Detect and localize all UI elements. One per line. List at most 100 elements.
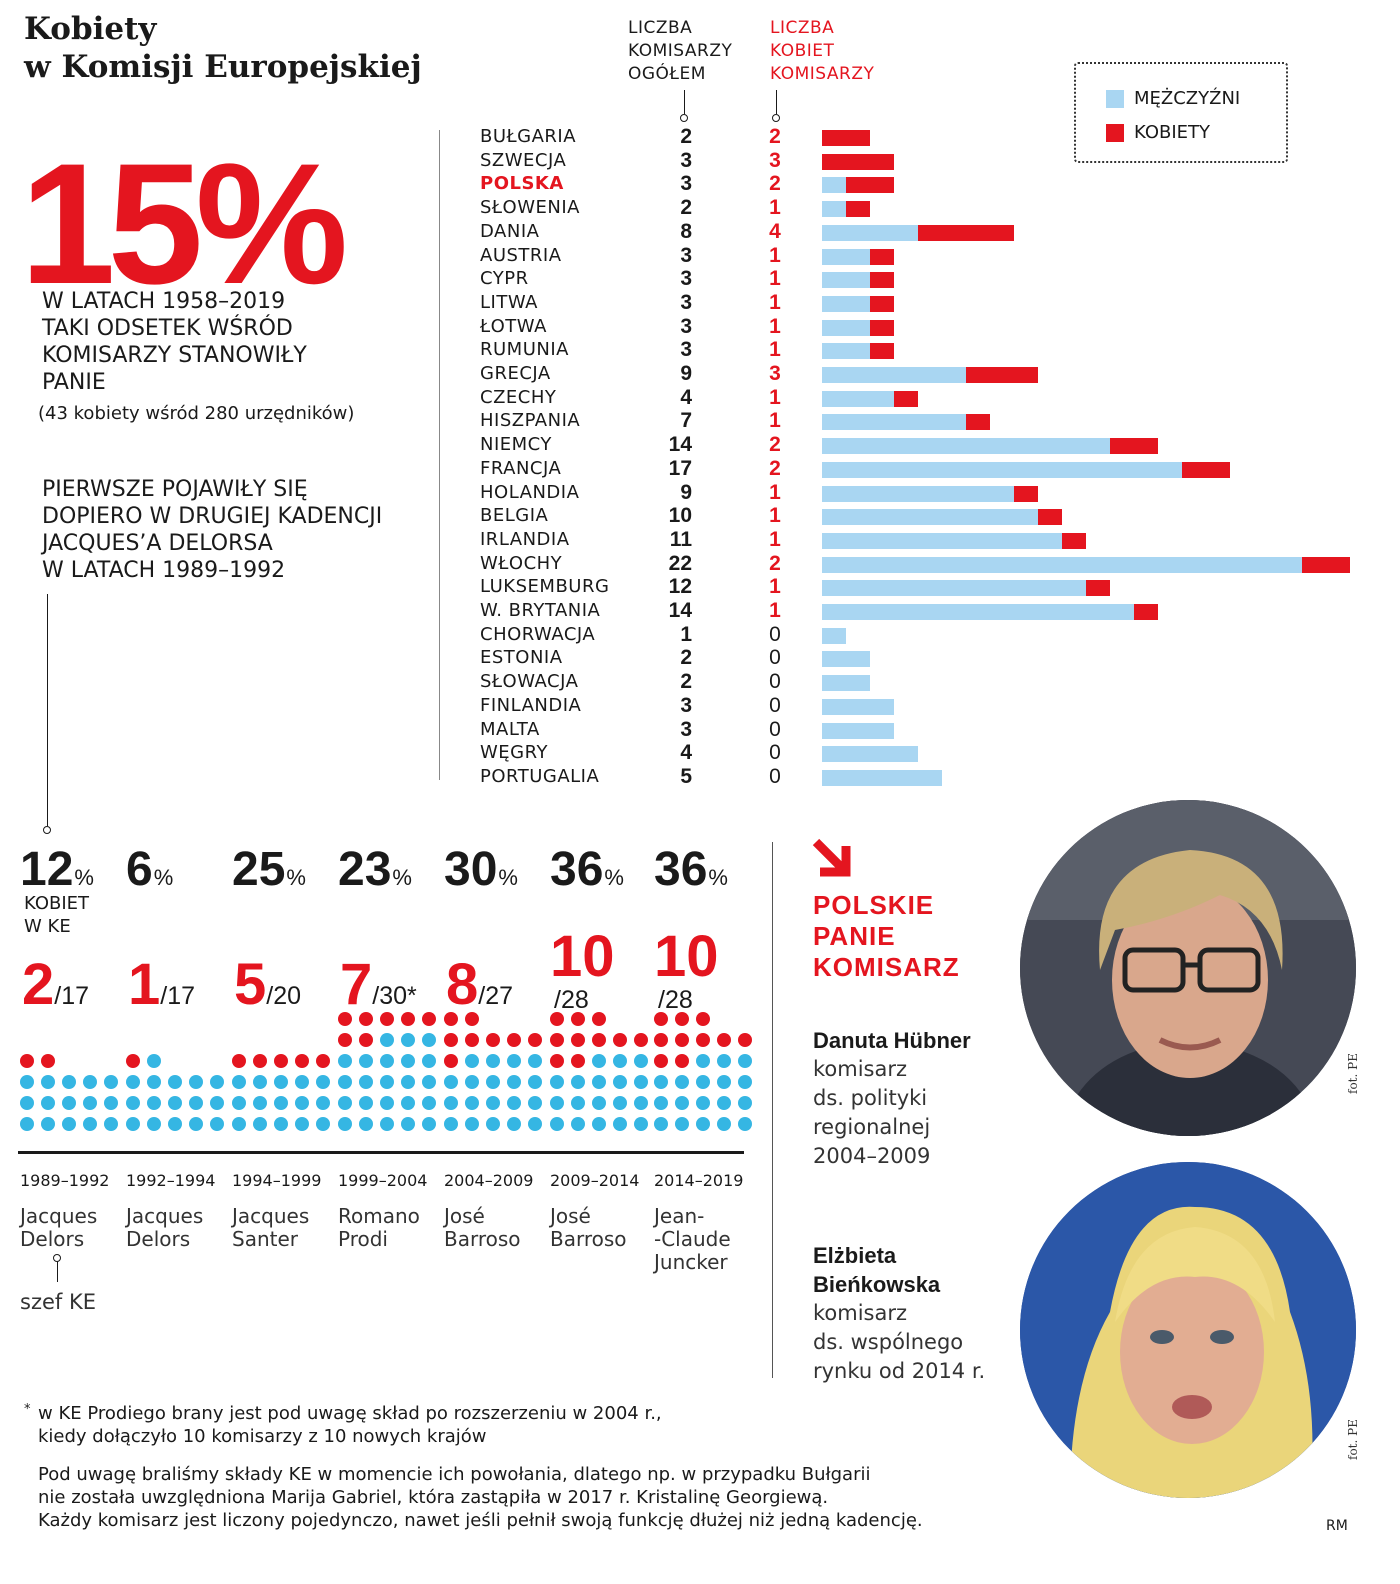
country-label: LUKSEMBURG: [480, 576, 610, 598]
bar-women: [1038, 509, 1062, 526]
bar-women: [870, 343, 894, 360]
dot-woman: [592, 1012, 606, 1026]
dot-man: [571, 1075, 585, 1089]
author: RM: [1326, 1518, 1348, 1534]
total-count: 3: [680, 338, 692, 362]
women-count: 1: [769, 338, 781, 362]
dot-man: [189, 1117, 203, 1131]
term-percent-value: 25: [232, 843, 286, 896]
term-president: Jacques Santer: [232, 1205, 309, 1251]
dot-man: [422, 1033, 436, 1047]
dot-man: [528, 1075, 542, 1089]
dot-man: [717, 1117, 731, 1131]
bar-men: [822, 272, 870, 289]
bar-men: [822, 769, 942, 786]
bar-men: [822, 746, 918, 763]
dot-man: [444, 1096, 458, 1110]
bar-men: [822, 438, 1110, 455]
term-percent: 30%: [444, 842, 518, 906]
legend-men-swatch: [1106, 90, 1124, 108]
dot-man: [486, 1054, 500, 1068]
term-percent: 6%: [126, 842, 173, 906]
term-women-count: 5: [234, 952, 267, 1017]
chief-pointer-dot: [53, 1254, 61, 1262]
term-total-count: /17: [160, 982, 196, 1010]
country-label: FRANCJA: [480, 457, 562, 479]
bar-men: [822, 414, 966, 431]
dot-woman: [422, 1012, 436, 1026]
dot-man: [571, 1117, 585, 1131]
term-percent-value: 36: [550, 843, 604, 896]
term-percent-value: 36: [654, 843, 708, 896]
total-count: 2: [680, 125, 692, 148]
dot-man: [696, 1117, 710, 1131]
big-stat: 15%: [20, 128, 348, 320]
dot-man: [675, 1117, 689, 1131]
col-head-women-pointer: [776, 90, 777, 114]
dot-man: [20, 1096, 34, 1110]
bar-women: [822, 153, 894, 170]
country-label: HISZPANIA: [480, 410, 581, 432]
term-percent-value: 12: [20, 843, 74, 896]
total-count: 3: [680, 314, 692, 338]
term-percent: 25%: [232, 842, 306, 906]
term-total-count: /30*: [372, 982, 417, 1010]
country-label: ŁOTWA: [480, 315, 547, 337]
women-count: 1: [769, 267, 781, 291]
dot-man: [20, 1117, 34, 1131]
term-president-line: Jacques: [126, 1204, 204, 1228]
dot-woman: [550, 1033, 564, 1047]
col-head-total: LICZBA KOMISARZY OGÓŁEM: [628, 18, 733, 84]
term-percent: 23%: [338, 842, 412, 906]
dot-man: [465, 1054, 479, 1068]
col-head-women-dot: [772, 114, 780, 122]
dot-woman: [654, 1054, 668, 1068]
dot-woman: [738, 1033, 752, 1047]
dot-woman: [675, 1012, 689, 1026]
dot-woman: [41, 1054, 55, 1068]
dot-man: [380, 1054, 394, 1068]
term-total-count: /28: [658, 986, 693, 1014]
dot-man: [62, 1075, 76, 1089]
dot-man: [486, 1117, 500, 1131]
dot-man: [338, 1075, 352, 1089]
dot-woman: [465, 1033, 479, 1047]
dot-man: [465, 1075, 479, 1089]
bar-men: [822, 532, 1062, 549]
dot-woman: [634, 1033, 648, 1047]
term-percent: 36%: [550, 842, 624, 906]
dot-man: [654, 1096, 668, 1110]
total-count: 7: [680, 409, 692, 433]
photo-credit-1: fot. PE: [1346, 1053, 1360, 1094]
dot-woman: [465, 1012, 479, 1026]
dot-man: [41, 1117, 55, 1131]
dot-man: [210, 1075, 224, 1089]
term-total-count: /17: [54, 982, 90, 1010]
total-count: 22: [668, 551, 692, 575]
dot-woman: [359, 1033, 373, 1047]
dot-man: [295, 1117, 309, 1131]
term-president: José Barroso: [550, 1205, 627, 1251]
country-label: WĘGRY: [480, 742, 548, 764]
dot-woman: [274, 1054, 288, 1068]
legend: MĘŻCZYŹNI KOBIETY: [1074, 62, 1288, 163]
dot-woman: [338, 1012, 352, 1026]
bar-men: [822, 604, 1134, 620]
portrait-bienkowska-image: [1020, 1162, 1356, 1498]
dot-woman: [359, 1012, 373, 1026]
connector-dot: [43, 826, 51, 834]
dot-man: [338, 1117, 352, 1131]
term-percent-unit: %: [392, 865, 412, 890]
bar-women: [870, 248, 894, 265]
term-percent: 36%: [654, 842, 728, 906]
dot-man: [550, 1117, 564, 1131]
dot-man: [465, 1096, 479, 1110]
term-fraction: 5/20: [234, 955, 301, 1015]
dot-man: [507, 1075, 521, 1089]
country-label: FINLANDIA: [480, 694, 582, 716]
total-count: 4: [680, 385, 692, 409]
lead-note: (43 kobiety wśród 280 urzędników): [38, 403, 355, 424]
dot-man: [274, 1096, 288, 1110]
bar-women: [966, 414, 990, 431]
dot-man: [550, 1096, 564, 1110]
